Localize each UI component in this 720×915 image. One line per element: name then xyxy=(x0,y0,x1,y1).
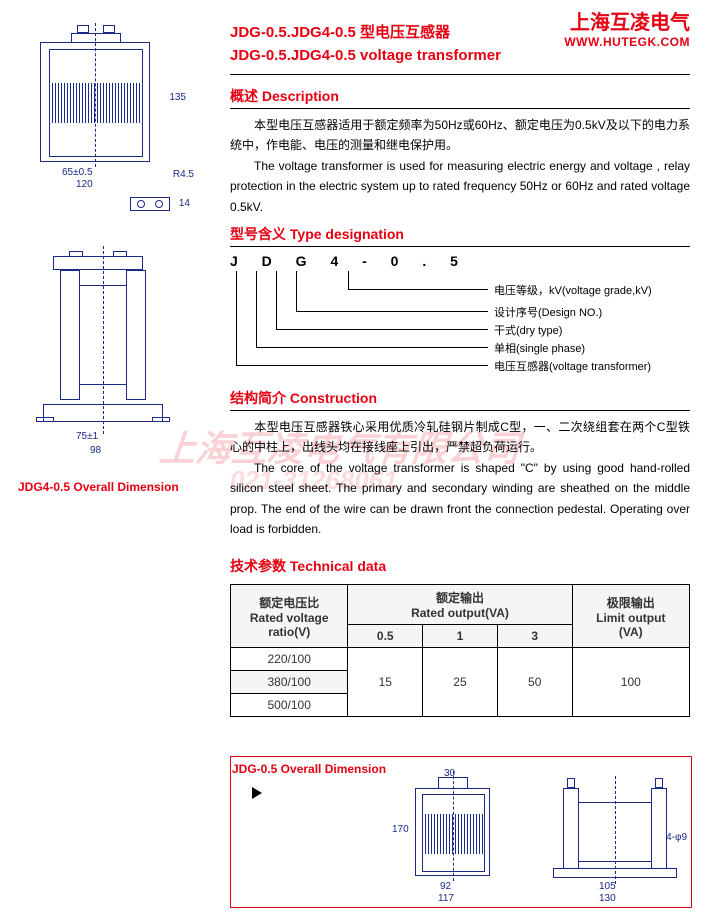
th-out-en: Rated output(VA) xyxy=(354,606,565,620)
left-caption: JDG4-0.5 Overall Dimension xyxy=(18,480,213,494)
arrow-icon xyxy=(252,785,266,799)
cell-lim: 100 xyxy=(572,648,689,717)
cell-v2: 25 xyxy=(423,648,498,717)
bd2-w2: 130 xyxy=(599,893,616,904)
th-lim-en: Limit output xyxy=(579,611,683,625)
th-lim-zh: 极限输出 xyxy=(579,594,683,611)
dim-r: R4.5 xyxy=(173,169,194,180)
cell-r1: 220/100 xyxy=(231,648,348,671)
left-diagrams: 135 65±0.5 120 R4.5 14 75±1 98 JDG4-0.5 … xyxy=(18,30,213,494)
brand-url: WWW.HUTEGK.COM xyxy=(564,35,690,49)
bd1-top: 30 xyxy=(444,768,455,779)
bd1-w1: 92 xyxy=(440,881,451,892)
bottom-title: JDG-0.5 Overall Dimension xyxy=(232,762,386,776)
dim-w2: 120 xyxy=(76,179,93,190)
title-zh: JDG-0.5.JDG4-0.5 型电压互感器 xyxy=(230,22,501,45)
dim2-w1: 75±1 xyxy=(76,431,98,442)
bd1-h: 170 xyxy=(392,824,409,835)
section-type-designation: 型号含义 Type designation J D G 4 - 0 . 5 电压… xyxy=(230,224,690,373)
desc-heading: 概述 Description xyxy=(230,86,690,109)
th-col-3: 3 xyxy=(497,625,572,648)
desc-en: The voltage transformer is used for meas… xyxy=(230,159,690,214)
bottom-diagram-1: 30 170 92 117 xyxy=(390,772,520,902)
tech-heading: 技术参数 Technical data xyxy=(230,556,690,578)
type-item-3: 干式(dry type) xyxy=(494,322,562,338)
title-en: JDG-0.5.JDG4-0.5 voltage transformer xyxy=(230,45,501,68)
brand-name: 上海互凌电气 xyxy=(564,6,690,35)
title-rule xyxy=(230,74,690,75)
type-code: J D G 4 - 0 . 5 xyxy=(230,253,468,269)
bottom-diagram-2: 4-φ9 105 130 xyxy=(545,772,685,902)
type-item-1: 电压等级，kV(voltage grade,kV) xyxy=(494,282,652,298)
th-lim-unit: (VA) xyxy=(579,625,683,639)
cell-r2: 380/100 xyxy=(231,671,348,694)
section-technical-data: 技术参数 Technical data 额定电压比 Rated voltage … xyxy=(230,556,690,717)
th-col-1: 0.5 xyxy=(348,625,423,648)
cons-en: The core of the voltage transformer is s… xyxy=(230,461,690,536)
dim2-w2: 98 xyxy=(90,445,101,456)
type-item-5: 电压互感器(voltage transformer) xyxy=(494,358,651,374)
brand-block: 上海互凌电气 WWW.HUTEGK.COM xyxy=(564,6,690,49)
bd1-w2: 117 xyxy=(438,893,454,904)
cell-r3: 500/100 xyxy=(231,694,348,717)
technical-table: 额定电压比 Rated voltage ratio(V) 额定输出 Rated … xyxy=(230,584,690,717)
cell-v1: 15 xyxy=(348,648,423,717)
type-item-4: 单相(single phase) xyxy=(494,340,585,356)
page-title: JDG-0.5.JDG4-0.5 型电压互感器 JDG-0.5.JDG4-0.5… xyxy=(230,22,501,67)
cons-zh: 本型电压互感器铁心采用优质冷轧硅钢片制成C型，一、二次绕组套在两个C型铁心的中柱… xyxy=(230,420,690,454)
bd2-w1: 105 xyxy=(599,881,616,892)
th-ratio-unit: ratio(V) xyxy=(237,625,341,639)
section-construction: 结构简介 Construction 本型电压互感器铁心采用优质冷轧硅钢片制成C型… xyxy=(230,388,690,539)
th-out-zh: 额定输出 xyxy=(354,589,565,606)
th-ratio-en: Rated voltage xyxy=(237,611,341,625)
dim-h: 135 xyxy=(169,92,186,103)
desc-zh: 本型电压互感器适用于额定频率为50Hz或60Hz、额定电压为0.5kV及以下的电… xyxy=(230,118,690,152)
dim-w1: 65±0.5 xyxy=(62,167,93,178)
cons-heading: 结构简介 Construction xyxy=(230,388,690,411)
type-item-2: 设计序号(Design NO.) xyxy=(494,304,602,320)
section-description: 概述 Description 本型电压互感器适用于额定频率为50Hz或60Hz、… xyxy=(230,86,690,217)
type-heading: 型号含义 Type designation xyxy=(230,224,690,247)
cell-v3: 50 xyxy=(497,648,572,717)
th-col-2: 1 xyxy=(423,625,498,648)
dim-t: 14 xyxy=(179,198,190,209)
bd2-note: 4-φ9 xyxy=(666,832,687,843)
th-ratio-zh: 额定电压比 xyxy=(237,594,341,611)
